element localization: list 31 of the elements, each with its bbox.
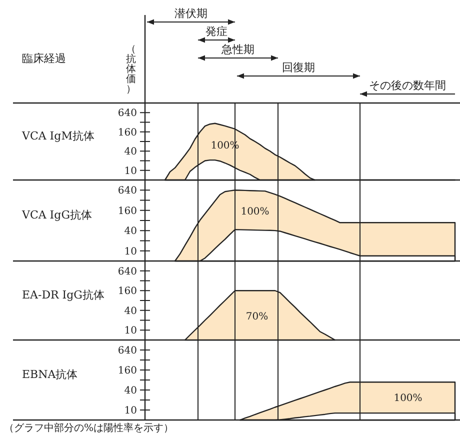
text: その後の数年間 — [369, 79, 446, 92]
text: EA-DR IgG抗体 — [22, 288, 104, 302]
text: 回復期 — [282, 61, 315, 74]
annotation: 70% — [246, 311, 268, 322]
text: 発症 — [206, 25, 228, 38]
y-tick-label: 40 — [124, 386, 137, 396]
y-tick-label: 160 — [118, 206, 137, 217]
annotation: 100% — [394, 392, 422, 404]
text: 臨床経過 — [22, 52, 66, 65]
y-tick-label: 160 — [118, 366, 137, 376]
y-tick-label: 640 — [118, 186, 137, 197]
y-tick-label: 40 — [124, 146, 137, 158]
y-tick-label: 10 — [124, 406, 137, 416]
y-tick-label: 640 — [118, 108, 137, 120]
y-tick-label: 640 — [118, 346, 137, 356]
y-tick-label: 160 — [118, 127, 137, 138]
y-tick-label: 160 — [118, 286, 137, 298]
y-tick-label: 40 — [124, 306, 137, 317]
y-tick-label: 10 — [124, 326, 137, 337]
text: VCA IgG抗体 — [21, 208, 92, 222]
text: VCA IgM抗体 — [21, 130, 94, 142]
text: （抗体価） — [126, 44, 136, 95]
annotation: 100% — [240, 206, 270, 218]
y-tick-label: 10 — [124, 246, 137, 258]
text: 急性期 — [220, 43, 254, 56]
text: 潜伏期 — [174, 7, 208, 20]
y-tick-label: 40 — [124, 226, 137, 238]
text: EBNA抗体 — [22, 368, 78, 381]
y-tick-label: 10 — [124, 166, 137, 177]
y-tick-label: 640 — [118, 266, 137, 278]
text: （グラフ中部分の%は陽性率を示す） — [4, 422, 174, 434]
